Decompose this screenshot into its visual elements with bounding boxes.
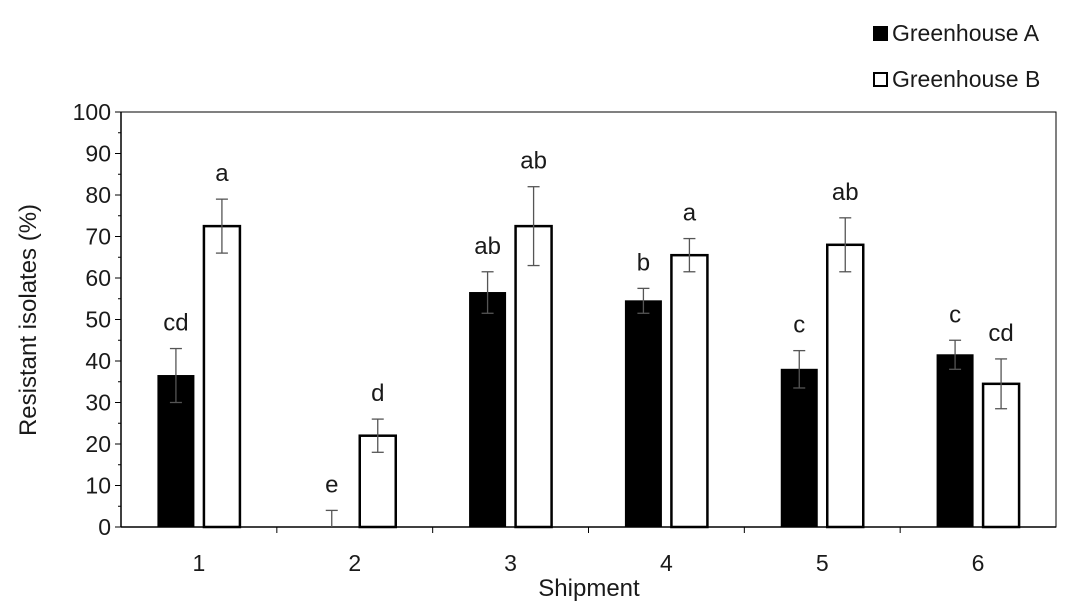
x-axis-title: Shipment [538, 575, 640, 602]
plot-area-frame [120, 111, 1057, 528]
significance-letter: ab [832, 179, 859, 206]
y-tick-label: 30 [85, 390, 111, 416]
legend-swatch-greenhouse-a [873, 25, 888, 41]
bar [202, 224, 242, 529]
x-tick-label: 2 [348, 550, 361, 576]
significance-letter: a [215, 160, 229, 187]
bar [469, 292, 507, 528]
significance-letter: cd [988, 320, 1013, 347]
legend-item-greenhouse-a: Greenhouse A [873, 16, 1040, 50]
y-tick-label: 90 [85, 141, 111, 167]
significance-letter: a [683, 200, 697, 227]
y-tick-label: 60 [85, 265, 111, 291]
legend-label-greenhouse-b: Greenhouse B [892, 65, 1041, 92]
x-tick-label: 4 [660, 550, 673, 576]
significance-letter: ab [474, 233, 501, 260]
y-tick-label: 50 [85, 307, 111, 333]
significance-letter: c [793, 312, 805, 339]
bar [514, 224, 553, 529]
y-tick-label: 100 [73, 99, 111, 125]
y-tick-label: 80 [85, 182, 111, 208]
significance-letter: b [637, 249, 650, 276]
y-tick-label: 10 [85, 473, 111, 499]
y-tick-label: 70 [85, 224, 111, 250]
y-tick-label: 20 [85, 431, 111, 457]
y-tick-label: 0 [98, 514, 111, 540]
bar [624, 300, 662, 528]
x-tick-label: 6 [972, 550, 985, 576]
legend: Greenhouse A Greenhouse B [873, 16, 1040, 108]
bar [826, 243, 865, 529]
y-axis-title: Resistant isolates (%) [15, 204, 42, 436]
x-tick-label: 3 [504, 550, 517, 576]
significance-letter: d [371, 380, 384, 407]
x-tick-label: 5 [816, 550, 829, 576]
bar [780, 368, 818, 528]
significance-letter: cd [163, 310, 188, 337]
legend-swatch-greenhouse-b [873, 71, 888, 87]
significance-letter: c [949, 301, 961, 328]
bar [936, 354, 974, 528]
legend-label-greenhouse-a: Greenhouse A [892, 19, 1040, 46]
significance-letter: ab [520, 148, 547, 175]
bar [670, 253, 709, 529]
x-tick-label: 1 [193, 550, 206, 576]
legend-item-greenhouse-b: Greenhouse B [873, 62, 1040, 96]
significance-letter: e [325, 471, 338, 498]
y-tick-label: 40 [85, 348, 111, 374]
